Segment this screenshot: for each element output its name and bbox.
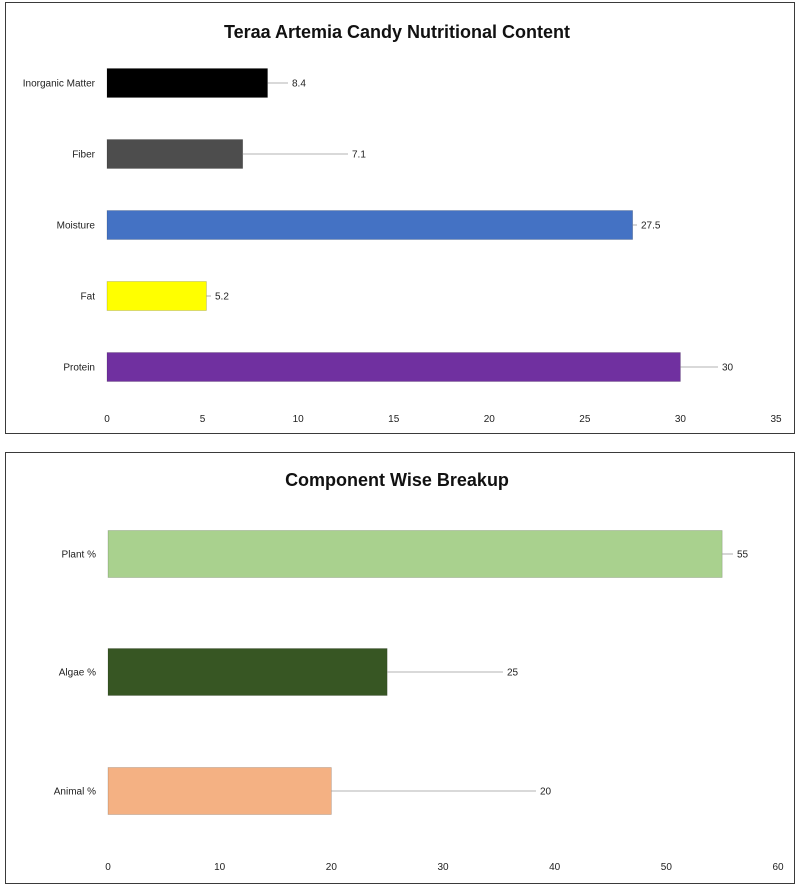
component-breakup-chart: Component Wise Breakup 0 10 20 30 40 50 60 Plan… (54, 470, 784, 873)
bar (107, 648, 388, 696)
category-label: Animal % (54, 787, 96, 798)
x-tick-label: 30 (437, 862, 449, 873)
bar (106, 352, 681, 382)
x-tick-label: 40 (549, 862, 561, 873)
x-tick-label: 60 (772, 862, 784, 873)
component-breakup-chart-panel: Component Wise Breakup 0 10 20 30 40 50 60 Plan… (5, 452, 795, 884)
category-label: Protein (63, 363, 95, 374)
bar (106, 281, 207, 311)
data-label: 30 (722, 363, 734, 374)
x-tick-label: 25 (579, 414, 591, 425)
nutritional-content-chart: Teraa Artemia Candy Nutritional Content … (23, 22, 782, 425)
x-tick-label: 15 (388, 414, 400, 425)
bar (106, 139, 244, 169)
chart-title: Component Wise Breakup (285, 470, 509, 490)
data-label: 8.4 (292, 79, 306, 90)
x-tick-label: 20 (484, 414, 496, 425)
data-label: 55 (737, 550, 749, 561)
x-tick-label: 50 (661, 862, 673, 873)
x-tick-label: 5 (200, 414, 206, 425)
bar (107, 530, 723, 578)
bar (106, 210, 633, 240)
data-label: 20 (540, 787, 552, 798)
data-label: 25 (507, 668, 519, 679)
bar (107, 767, 332, 815)
x-tick-label: 10 (293, 414, 305, 425)
bar (106, 68, 268, 98)
x-tick-label: 20 (326, 862, 338, 873)
category-label: Fiber (72, 150, 95, 161)
category-label: Algae % (59, 668, 96, 679)
chart-title: Teraa Artemia Candy Nutritional Content (224, 22, 570, 42)
category-label: Fat (81, 292, 96, 303)
x-tick-label: 0 (105, 862, 111, 873)
category-label: Moisture (57, 221, 96, 232)
data-label: 5.2 (215, 292, 229, 303)
category-label: Plant % (62, 550, 97, 561)
x-tick-label: 30 (675, 414, 687, 425)
x-tick-label: 0 (104, 414, 110, 425)
category-label: Inorganic Matter (23, 79, 96, 90)
nutritional-content-chart-panel: Teraa Artemia Candy Nutritional Content … (5, 2, 795, 434)
x-tick-label: 10 (214, 862, 226, 873)
data-label: 27.5 (641, 221, 661, 232)
data-label: 7.1 (352, 150, 366, 161)
x-tick-label: 35 (770, 414, 782, 425)
